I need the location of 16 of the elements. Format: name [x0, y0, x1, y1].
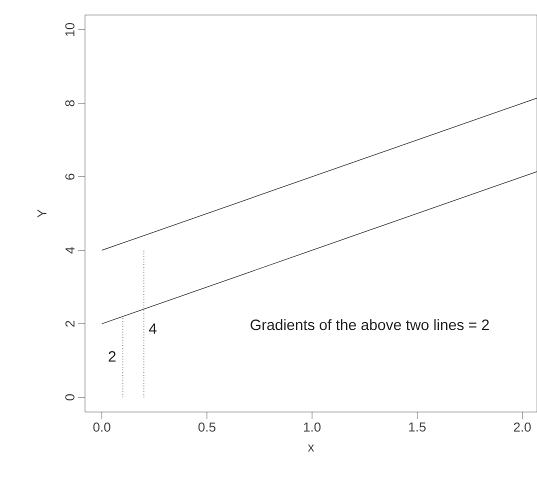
- x-tick-label: 0.0: [93, 422, 110, 432]
- x-tick-label: 0.5: [198, 422, 216, 432]
- y-tick-label: 10: [65, 22, 74, 36]
- annotation: 2: [108, 351, 116, 362]
- x-tick-label: 1.0: [304, 422, 321, 432]
- x-tick-label: 2.0: [514, 422, 531, 432]
- y-tick-label: 6: [65, 174, 74, 180]
- y-tick-label: 0: [65, 394, 74, 400]
- annotation: 4: [148, 323, 157, 334]
- x-axis-title: x: [308, 444, 314, 452]
- y-tick-label: 8: [65, 100, 74, 106]
- y-tick-label: 4: [66, 247, 74, 254]
- y-axis-title: Y: [37, 209, 46, 218]
- y-tick-label: 2: [65, 320, 74, 327]
- x-tick-label: 1.5: [409, 422, 426, 432]
- annotation: Gradients of the above two lines = 2: [250, 319, 489, 330]
